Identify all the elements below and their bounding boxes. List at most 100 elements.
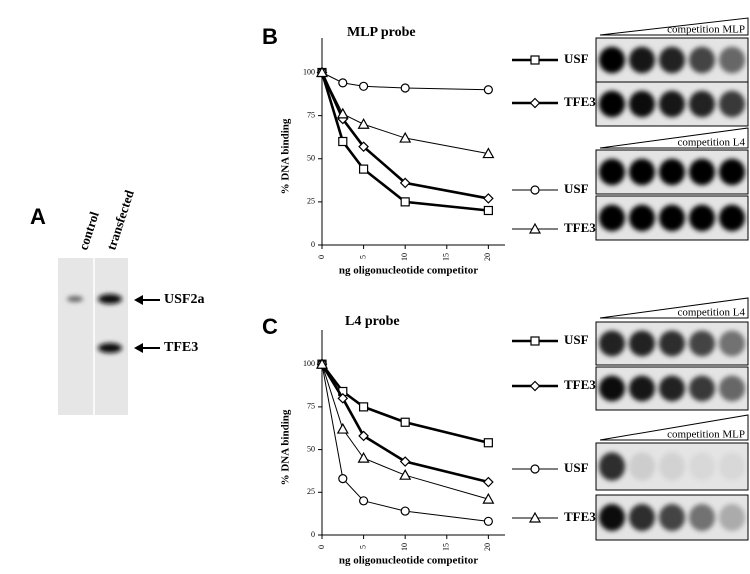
y-tick-label: 25: [307, 487, 315, 496]
gel-band: [599, 204, 625, 232]
marker: [528, 222, 542, 234]
y-tick-label: 25: [307, 197, 315, 206]
x-tick-label: 5: [358, 545, 367, 549]
marker: [358, 164, 369, 174]
competition-wedge: [599, 17, 749, 36]
arrow-head: [134, 343, 143, 353]
gel-band: [659, 204, 685, 232]
gel-band: [629, 90, 655, 118]
x-tick-label: 0: [317, 255, 326, 259]
y-tick-label: 75: [307, 110, 315, 119]
gel-band: [599, 504, 625, 531]
marker: [529, 380, 541, 392]
x-axis-label: ng oligonucleotide competitor: [339, 555, 478, 567]
gel-band: [659, 375, 685, 402]
gel-band: [629, 204, 655, 232]
legend-label: USF: [564, 181, 589, 196]
y-axis-label: % DNA binding: [280, 409, 292, 485]
gel-bands: [599, 504, 745, 531]
y-tick-label: 100: [303, 67, 315, 76]
marker: [315, 357, 329, 369]
marker: [530, 464, 540, 474]
marker: [338, 78, 348, 88]
gel-band: [689, 158, 715, 186]
gel-label: competition L4: [677, 137, 745, 149]
marker: [400, 83, 410, 93]
marker: [483, 438, 493, 448]
gel-band: [629, 158, 655, 186]
gel-band: [629, 504, 655, 531]
gel: [58, 258, 128, 415]
gel-bands: [599, 375, 745, 402]
gel-bands: [599, 158, 745, 186]
marker: [483, 476, 494, 488]
gel-band: [629, 452, 655, 481]
gel-band: [659, 90, 685, 118]
legend-label: USF: [564, 460, 589, 475]
marker: [399, 131, 412, 143]
gel-bands: [599, 90, 745, 118]
marker: [400, 506, 410, 516]
gel-band: [689, 504, 715, 531]
marker: [358, 402, 369, 412]
gel-band: [659, 46, 685, 74]
gel-band: [719, 46, 745, 74]
y-tick-label: 50: [307, 154, 315, 163]
gel-label: competition MLP: [667, 24, 745, 36]
gel-band: [599, 46, 625, 74]
gel-bands: [599, 330, 745, 357]
y-tick-label: 75: [307, 402, 315, 411]
marker: [482, 492, 495, 504]
x-tick-label: 10: [400, 253, 409, 261]
marker: [336, 422, 349, 434]
band-label: TFE3: [164, 340, 198, 355]
marker: [358, 81, 369, 91]
legend-label: TFE3: [564, 220, 596, 235]
y-tick-label: 0: [311, 530, 315, 539]
gel-band: [629, 330, 655, 357]
x-axis-label: ng oligonucleotide competitor: [339, 265, 478, 277]
marker: [483, 85, 493, 95]
panel-letter: B: [262, 24, 278, 49]
marker: [337, 392, 349, 404]
gel-band: [689, 46, 715, 74]
marker: [336, 107, 349, 119]
gel-band: [689, 452, 715, 481]
competition-wedge: [599, 127, 749, 149]
gel-band: [719, 90, 745, 118]
marker: [483, 516, 493, 526]
marker: [399, 177, 411, 189]
x-tick-label: 5: [358, 255, 367, 259]
gel-band: [599, 330, 625, 357]
competition-wedge: [599, 414, 749, 441]
gel-band: [599, 90, 625, 118]
x-tick-label: 0: [317, 545, 326, 549]
gel-band: [659, 504, 685, 531]
marker: [338, 474, 348, 484]
gel-band: [719, 330, 745, 357]
y-tick-label: 100: [303, 359, 315, 368]
marker: [315, 66, 329, 78]
gel-bands: [67, 294, 122, 353]
legend-label: TFE3: [564, 94, 596, 109]
marker: [400, 197, 410, 207]
marker: [530, 185, 540, 195]
gel-label: competition MLP: [667, 429, 745, 441]
marker: [399, 456, 411, 467]
arrow-head: [134, 295, 143, 305]
gel-band: [689, 330, 715, 357]
marker: [358, 496, 369, 506]
marker: [400, 417, 410, 427]
marker: [482, 147, 495, 159]
marker: [483, 193, 494, 204]
gel-label: competition L4: [677, 307, 745, 319]
legend-label: USF: [564, 332, 589, 347]
gel-band: [689, 90, 715, 118]
marker: [358, 430, 369, 442]
marker: [358, 141, 369, 153]
lane-label: control: [75, 209, 102, 252]
marker: [399, 468, 412, 480]
competition-wedge: [599, 297, 749, 319]
gel-band: [689, 375, 715, 402]
